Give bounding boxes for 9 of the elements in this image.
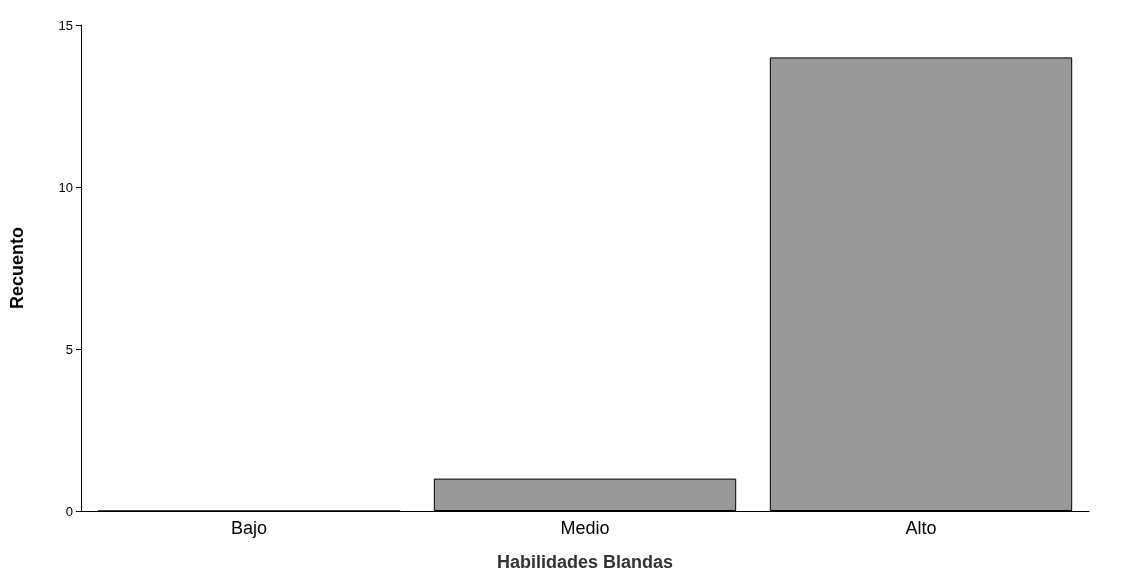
- y-tick-label: 10: [58, 179, 73, 195]
- y-tick-label: 5: [65, 341, 73, 357]
- x-tick-label: Bajo: [230, 518, 268, 538]
- x-tick-label: Alto: [905, 518, 937, 538]
- y-tick-label: 0: [65, 503, 73, 519]
- x-axis-title: Habilidades Blandas: [496, 552, 674, 572]
- y-tick-label: 15: [58, 17, 73, 33]
- y-axis-title: Recuento: [7, 226, 27, 310]
- x-tick-label: Medio: [560, 518, 610, 538]
